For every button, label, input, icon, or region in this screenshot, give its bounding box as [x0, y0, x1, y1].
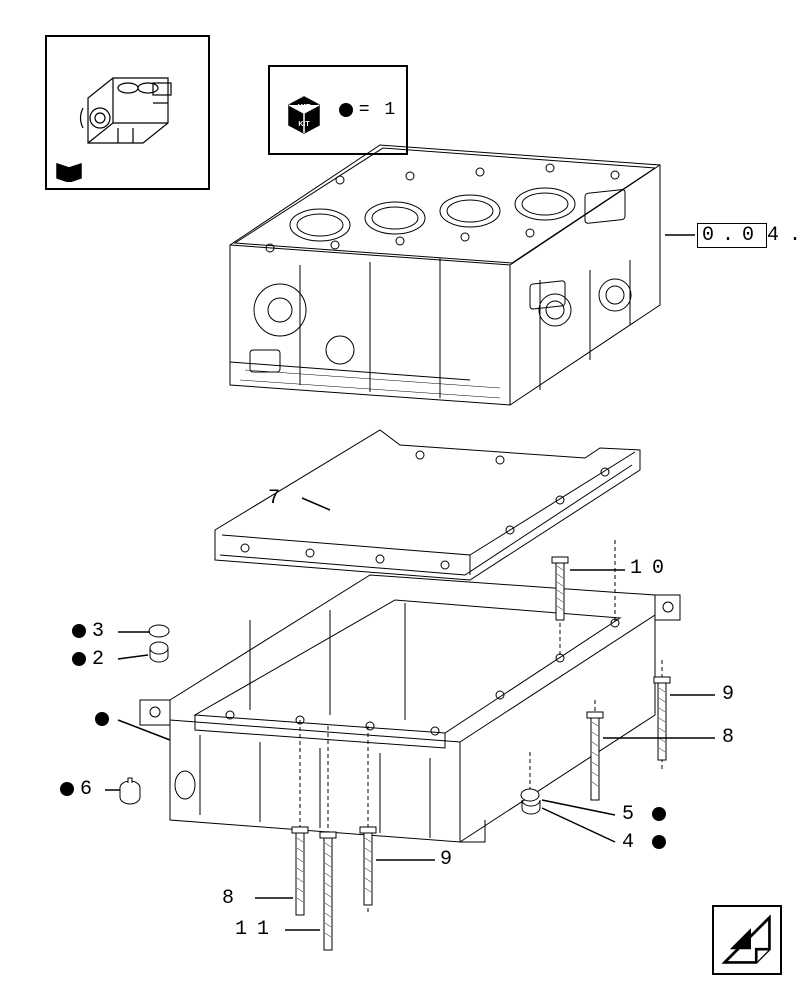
engine-block: [230, 145, 660, 405]
plug-4-5: [521, 789, 540, 814]
callout-2: 2: [72, 648, 114, 671]
svg-text:KIT: KIT: [297, 103, 310, 112]
ref-section: 0.04.0: [697, 223, 812, 248]
callout-9-bottom: 9: [440, 848, 462, 871]
svg-text:KIT: KIT: [298, 121, 310, 128]
kit-legend-box: KIT KIT = 1: [268, 65, 408, 155]
engine-thumbnail-svg: [58, 48, 198, 178]
page-turn-icon: [714, 907, 780, 973]
callout-7: 7: [268, 487, 290, 510]
callout-6: 6: [60, 778, 102, 801]
bolt-10: [552, 557, 568, 620]
bolt-11: [320, 832, 336, 950]
bolt-9-bottom: [360, 827, 376, 905]
book-hint-icon: [55, 162, 85, 182]
kit-icon: KIT KIT: [279, 85, 329, 135]
bolt-8-bottom: [292, 827, 308, 915]
callout-5: 5: [622, 803, 672, 826]
oil-pan: [140, 575, 680, 842]
bolt-9-right: [654, 677, 670, 760]
callout-8-bottom: 8: [222, 887, 244, 910]
callout-4: 4: [622, 831, 672, 854]
callout-9-right: 9: [722, 683, 744, 706]
kit-equals-label: = 1: [339, 100, 397, 120]
callout-11: 11: [235, 918, 279, 941]
callout-8-right: 8: [722, 726, 744, 749]
next-page-button[interactable]: [712, 905, 782, 975]
callout-10: 10: [630, 557, 674, 580]
plug-2-3: [149, 625, 169, 662]
callout-1: [95, 708, 115, 731]
callout-3: 3: [72, 620, 114, 643]
assembly-lines: [300, 540, 662, 947]
drain-plug-6: [120, 778, 140, 804]
bolt-8-right: [587, 712, 603, 800]
